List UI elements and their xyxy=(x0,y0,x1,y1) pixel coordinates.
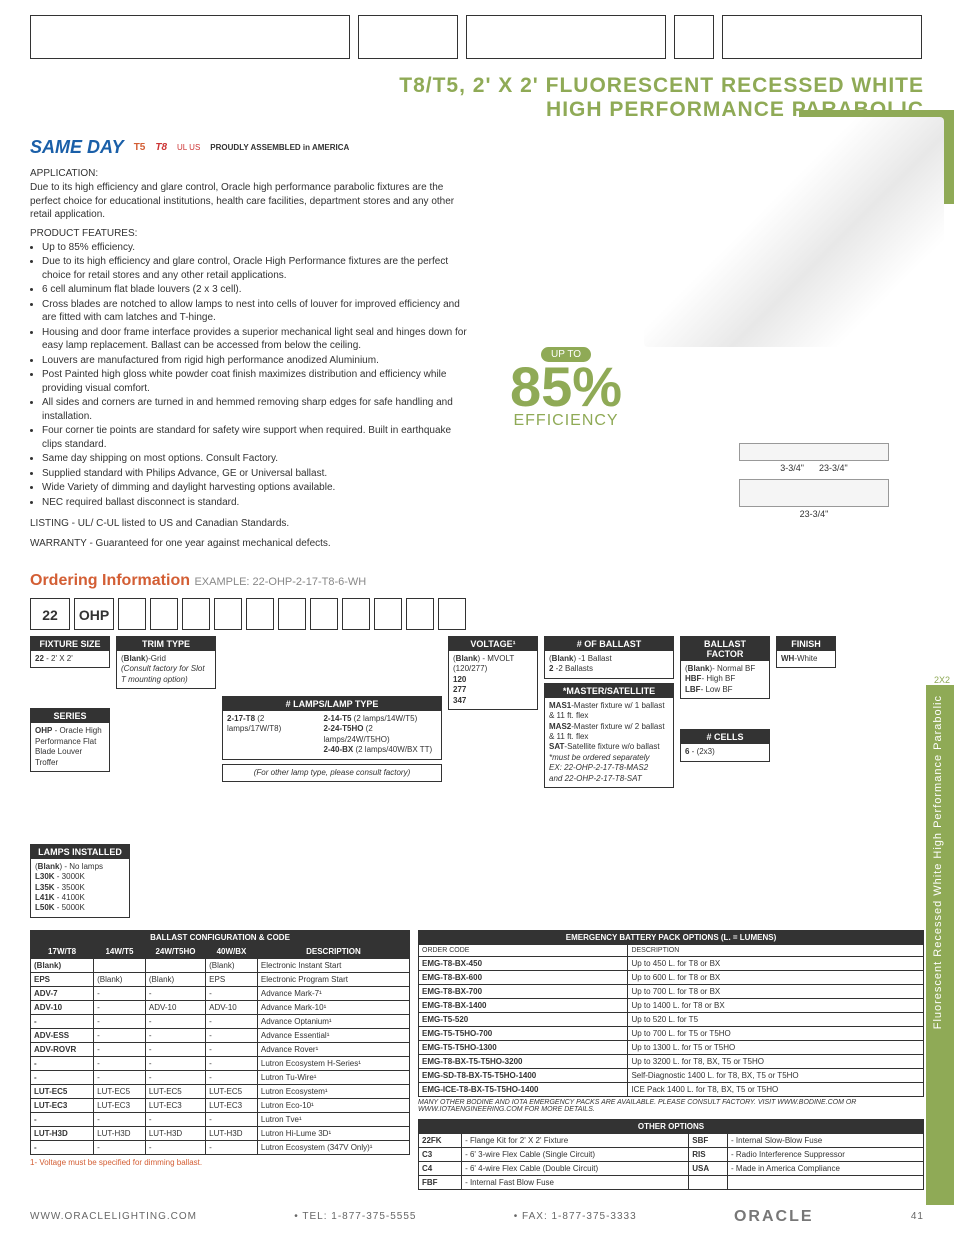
product-image xyxy=(644,117,944,347)
top-input-boxes xyxy=(30,15,924,59)
top-box-4[interactable] xyxy=(674,15,714,59)
feature-item: Post Painted high gloss white powder coa… xyxy=(42,368,470,395)
footer-fax: • FAX: 1-877-375-3333 xyxy=(514,1211,637,1222)
footer-web: WWW.ORACLELIGHTING.COM xyxy=(30,1211,197,1222)
order-box[interactable] xyxy=(214,598,242,630)
emg-note: MANY OTHER BODINE AND IOTA EMERGENCY PAC… xyxy=(418,1099,924,1113)
top-box-2[interactable] xyxy=(358,15,458,59)
feature-item: Supplied standard with Philips Advance, … xyxy=(42,467,470,481)
feature-item: Same day shipping on most options. Consu… xyxy=(42,452,470,466)
feature-item: Housing and door frame interface provide… xyxy=(42,326,470,353)
application-text: Due to its high efficiency and glare con… xyxy=(30,181,470,222)
lamps-right: 2-14-T5 (2 lamps/14W/T5)2-24-T5HO (2 lam… xyxy=(323,714,437,756)
voltage-body: (Blank) - MVOLT (120/277)120277347 xyxy=(449,651,537,709)
page-footer: WWW.ORACLELIGHTING.COM • TEL: 1-877-375-… xyxy=(30,1208,924,1226)
order-boxes: 22OHP xyxy=(30,598,924,630)
sameday-badge: SAME DAY xyxy=(30,137,124,158)
order-box[interactable]: OHP xyxy=(74,598,114,630)
assembled-badge: PROUDLY ASSEMBLED in AMERICA xyxy=(210,143,349,152)
lamps-left: 2-17-T8 (2 lamps/17W/T8) xyxy=(227,714,317,756)
other-options-table: OTHER OPTIONS22FK- Flange Kit for 2' X 2… xyxy=(418,1119,924,1190)
warranty-text: WARRANTY - Guaranteed for one year again… xyxy=(30,537,470,551)
order-box[interactable] xyxy=(150,598,178,630)
order-box[interactable] xyxy=(310,598,338,630)
feature-item: Cross blades are notched to allow lamps … xyxy=(42,298,470,325)
order-box[interactable] xyxy=(246,598,274,630)
footer-page: 41 xyxy=(911,1211,924,1222)
feature-item: Four corner tie points are standard for … xyxy=(42,424,470,451)
feature-item: 6 cell aluminum flat blade louvers (2 x … xyxy=(42,283,470,297)
feature-item: Louvers are manufactured from rigid high… xyxy=(42,354,470,368)
order-box[interactable] xyxy=(406,598,434,630)
t5-badge: T5 xyxy=(134,142,146,153)
title-line1: T8/T5, 2' X 2' FLUORESCENT RECESSED WHIT… xyxy=(30,74,924,98)
order-box[interactable] xyxy=(278,598,306,630)
order-box[interactable]: 22 xyxy=(30,598,70,630)
top-box-5[interactable] xyxy=(722,15,922,59)
dimensions: 3-3/4" 23-3/4" 23-3/4" xyxy=(704,437,924,519)
ballast-footnote: 1- Voltage must be specified for dimming… xyxy=(30,1158,410,1167)
eff-label: EFFICIENCY xyxy=(510,412,622,430)
footer-tel: • TEL: 1-877-375-5555 xyxy=(294,1211,416,1222)
efficiency-badge: UP TO 85% EFFICIENCY xyxy=(510,347,622,430)
order-box[interactable] xyxy=(118,598,146,630)
series-body: OHP - Oracle High Performance Flat Blade… xyxy=(31,723,109,771)
order-box[interactable] xyxy=(374,598,402,630)
ordering-example: EXAMPLE: 22-OHP-2-17-T8-6-WH xyxy=(194,576,366,588)
footer-logo: ORACLE xyxy=(734,1208,814,1226)
emergency-table: EMERGENCY BATTERY PACK OPTIONS (L. = LUM… xyxy=(418,930,924,1097)
order-box[interactable] xyxy=(342,598,370,630)
top-box-1[interactable] xyxy=(30,15,350,59)
ordering-head: Ordering Information EXAMPLE: 22-OHP-2-1… xyxy=(30,572,924,590)
trim-body: (Blank)-Grid(Consult factory for Slot T … xyxy=(117,651,215,688)
fixture-size-body: 22 - 2' X 2' xyxy=(31,651,109,667)
eff-pct: 85% xyxy=(510,362,622,412)
feature-item: Wide Variety of dimming and daylight har… xyxy=(42,481,470,495)
features-head: PRODUCT FEATURES: xyxy=(30,228,470,239)
top-box-3[interactable] xyxy=(466,15,666,59)
feature-item: Up to 85% efficiency. xyxy=(42,241,470,255)
feature-item: NEC required ballast disconnect is stand… xyxy=(42,496,470,510)
badges-row: SAME DAY T5 T8 UL US PROUDLY ASSEMBLED i… xyxy=(30,137,470,158)
ul-badge: UL US xyxy=(177,143,200,152)
application-head: APPLICATION: xyxy=(30,168,470,179)
ballast-config-table: BALLAST CONFIGURATION & CODE17W/T814W/T5… xyxy=(30,930,410,1155)
features-list: Up to 85% efficiency.Due to its high eff… xyxy=(42,241,470,510)
t8-badge: T8 xyxy=(155,142,167,153)
feature-item: All sides and corners are turned in and … xyxy=(42,396,470,423)
order-box[interactable] xyxy=(438,598,466,630)
listing-text: LISTING - UL/ C-UL listed to US and Cana… xyxy=(30,517,470,531)
order-box[interactable] xyxy=(182,598,210,630)
feature-item: Due to its high efficiency and glare con… xyxy=(42,255,470,282)
